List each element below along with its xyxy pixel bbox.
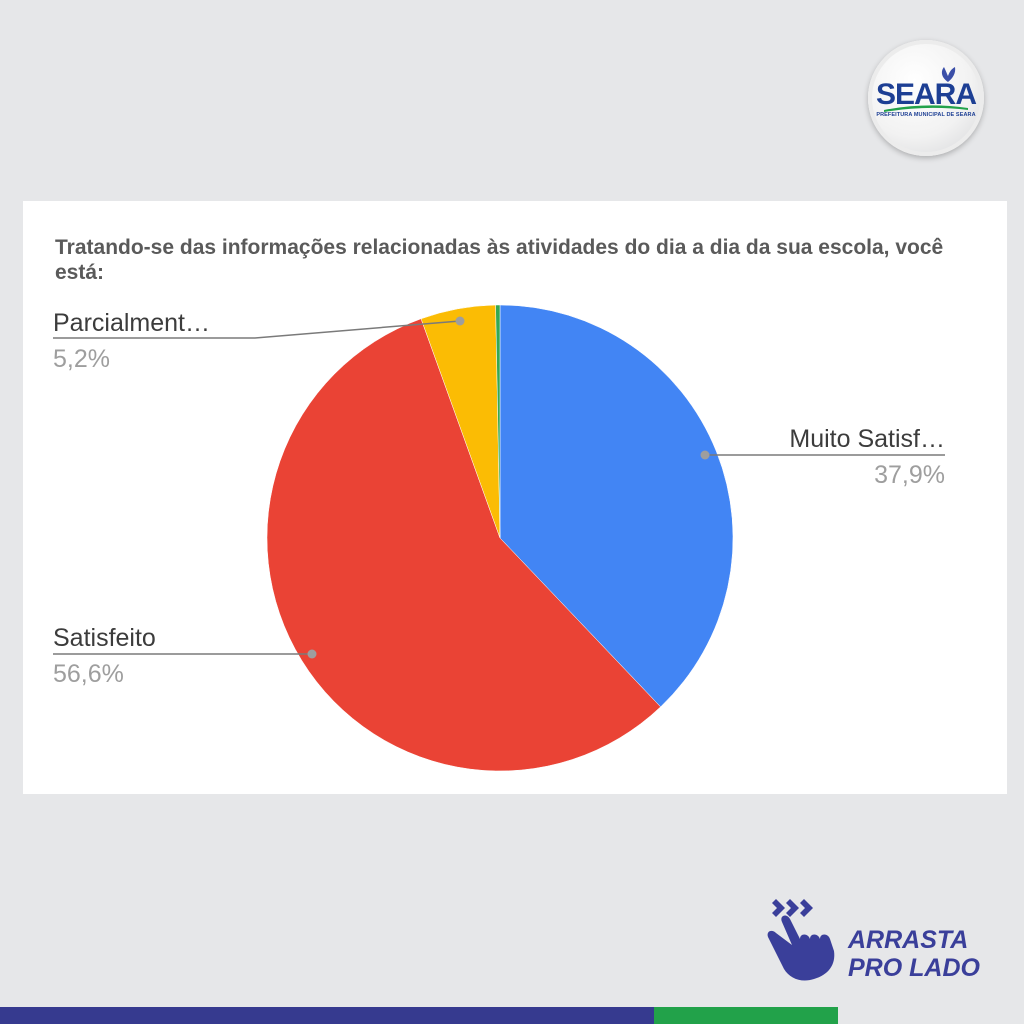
leader-line-parcialment bbox=[53, 320, 461, 339]
slice-label-parcialment: Parcialment… bbox=[53, 309, 210, 337]
bottom-bar-blue bbox=[0, 1007, 654, 1024]
slice-label-muito-satisf: Muito Satisf… bbox=[789, 425, 945, 453]
swipe-hint-line1: ARRASTA bbox=[848, 926, 969, 954]
logo-wordmark: SEARA bbox=[875, 78, 977, 111]
butterfly-icon bbox=[941, 67, 956, 82]
leader-dot-satisfeito bbox=[307, 649, 317, 659]
pie-slice-satisfeito bbox=[266, 318, 661, 772]
slice-value-satisfeito: 56,6% bbox=[53, 660, 124, 688]
leader-dot-parcialment bbox=[455, 316, 465, 326]
logo-subtitle: PREFEITURA MUNICIPAL DE SEARA bbox=[876, 112, 976, 118]
pie-slice-unlabeled bbox=[495, 304, 501, 539]
chart-title: Tratando-se das informações relacionadas… bbox=[55, 236, 944, 284]
slice-value-parcialment: 5,2% bbox=[53, 345, 110, 373]
slice-label-satisfeito: Satisfeito bbox=[53, 624, 156, 652]
seara-logo: SEARA PREFEITURA MUNICIPAL DE SEARA bbox=[868, 40, 984, 156]
pie-slice-muito-satisf bbox=[499, 304, 734, 708]
leader-dot-muito-satisf bbox=[700, 450, 710, 460]
bottom-bar-green bbox=[654, 1007, 838, 1024]
chart-card: Tratando-se das informações relacionadas… bbox=[23, 201, 1007, 794]
slice-value-muito-satisf: 37,9% bbox=[874, 461, 945, 489]
swipe-hint-line2: PRO LADO bbox=[848, 954, 980, 982]
swipe-hand-icon bbox=[767, 899, 835, 981]
swipe-hint-text: ARRASTA PRO LADO bbox=[848, 926, 1018, 982]
logo-swoosh-icon bbox=[884, 105, 968, 112]
pie-chart: Muito Satisf… 37,9% Satisfeito 56,6% Parcial… bbox=[53, 304, 945, 772]
